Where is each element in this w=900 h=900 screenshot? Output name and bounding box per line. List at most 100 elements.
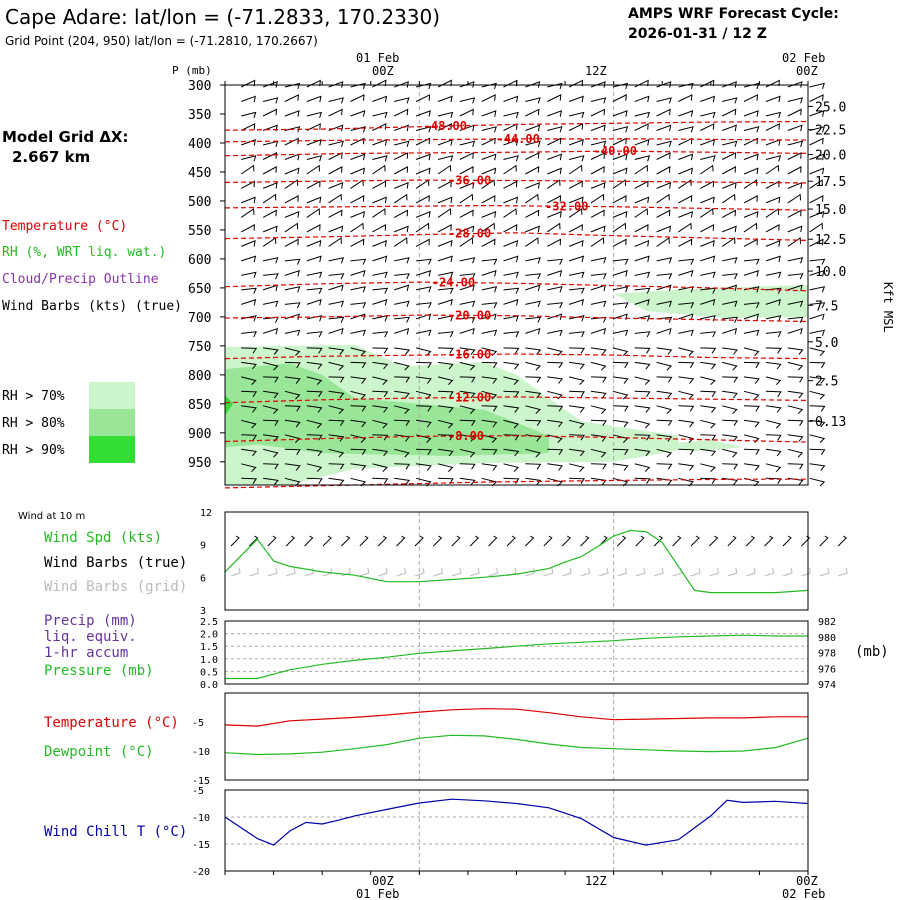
wind-barb — [416, 258, 432, 265]
wind-barb — [459, 140, 476, 148]
wind-barb — [306, 224, 321, 233]
wind-barb — [547, 238, 562, 247]
kft-tick-label: 22.5 — [815, 124, 846, 139]
wind-barb — [284, 137, 299, 146]
wind-barb — [503, 196, 519, 204]
wind-barb — [700, 255, 716, 263]
wind-barb-grid — [617, 567, 627, 577]
kft-tick-label: 2.5 — [815, 375, 838, 390]
wind-barb — [569, 448, 585, 457]
p3-legend-accum: 1-hr accum — [44, 645, 128, 661]
wind-barb — [809, 167, 825, 175]
wind-barb — [306, 123, 321, 131]
wind-barb — [809, 405, 826, 412]
wind-barb — [765, 164, 780, 175]
wind-barb — [568, 139, 584, 146]
wind-barb-true — [359, 535, 369, 547]
wind-barb — [634, 111, 651, 119]
wind-barb — [656, 124, 672, 132]
wind-barb — [372, 271, 388, 278]
wind-barb — [328, 477, 345, 486]
wind-barb — [437, 347, 454, 354]
wind-panel: 3 6 9 12 — [200, 508, 848, 617]
wind-barb — [656, 182, 672, 189]
wind-barb — [241, 405, 257, 413]
wind-barb — [612, 110, 628, 117]
wind-barb — [656, 108, 671, 117]
wind-barb — [721, 152, 737, 160]
wind-barb — [656, 284, 672, 292]
kft-tick-label: 12.5 — [815, 233, 846, 248]
wind-barb — [678, 463, 695, 471]
wind-barb — [590, 448, 607, 458]
wind-barb — [503, 448, 520, 457]
wind-barb — [700, 111, 716, 119]
wind-barb — [481, 448, 498, 455]
wind-barb — [787, 124, 803, 132]
wind-barb — [284, 361, 301, 369]
wind-barb-grid — [359, 567, 370, 577]
wind-barb — [416, 419, 432, 428]
wind-barb — [809, 126, 825, 133]
top-time-00z-b: 00Z — [796, 64, 818, 78]
wind-barb — [634, 139, 650, 146]
wind-barb-grid — [801, 567, 811, 577]
wind-barb — [437, 196, 453, 204]
wind-barb — [722, 124, 737, 132]
wind-barb — [721, 166, 736, 175]
wind-barb — [372, 224, 387, 233]
wind-barb — [416, 302, 432, 309]
wind-barb — [481, 167, 497, 175]
wind-barb-true — [653, 535, 663, 547]
isotherm-4 — [224, 204, 809, 211]
wind-barb — [809, 347, 826, 356]
wind-barb — [372, 287, 389, 294]
wind-barb — [394, 477, 411, 486]
isotherm-label: -44.00 — [497, 132, 540, 146]
top-time-00z-a: 00Z — [372, 64, 394, 78]
wind-barb — [481, 434, 498, 443]
wind-barb — [437, 331, 454, 338]
wind-barb — [416, 376, 432, 384]
wind-barb — [809, 137, 824, 146]
wind-barb — [481, 195, 496, 204]
wind-barb — [765, 419, 782, 429]
wind-barb-true — [451, 535, 461, 547]
wind-barb — [350, 137, 365, 146]
p5-legend-wind-chill: Wind Chill T (°C) — [44, 824, 187, 840]
wind-barb — [415, 195, 430, 204]
wind-barb — [241, 315, 257, 322]
wind-ytick-label: 9 — [200, 541, 206, 552]
wind-barb — [787, 225, 803, 233]
wind-barb — [394, 124, 409, 132]
wind-barb — [372, 477, 389, 484]
wind-barb — [241, 139, 256, 146]
legend-rh80: RH > 80% — [2, 416, 65, 431]
precip-pressure-panel: 0.0 0.51.0 1.52.0 2.5 974 976 978 980 982 — [200, 617, 836, 691]
wind-barb — [787, 193, 801, 204]
wind-barb — [372, 390, 389, 398]
wind-barb-grid — [635, 567, 646, 577]
wind-barb — [503, 155, 519, 162]
wind-barb — [568, 224, 583, 233]
wind-barb — [656, 300, 673, 307]
wind-barb — [503, 208, 517, 218]
wind-barb — [547, 195, 562, 204]
wind-barb-grid — [598, 567, 609, 577]
wind-barb — [743, 110, 759, 117]
wind-barb — [634, 299, 650, 306]
wind-barb — [240, 224, 255, 233]
wind-barb — [787, 237, 801, 247]
wind-barb — [656, 273, 673, 280]
wind-barb — [590, 152, 606, 160]
wind-barb — [722, 327, 738, 335]
wind-barb — [284, 110, 300, 117]
wind-barb — [612, 434, 629, 443]
p2-legend-wind-spd: Wind Spd (kts) — [44, 530, 162, 546]
wind-barb — [263, 347, 279, 355]
wind-barb — [328, 182, 344, 189]
isotherm-0 — [224, 120, 809, 131]
wind-barb — [765, 463, 782, 472]
wind-barb — [415, 211, 431, 218]
wind-barb — [350, 302, 367, 309]
